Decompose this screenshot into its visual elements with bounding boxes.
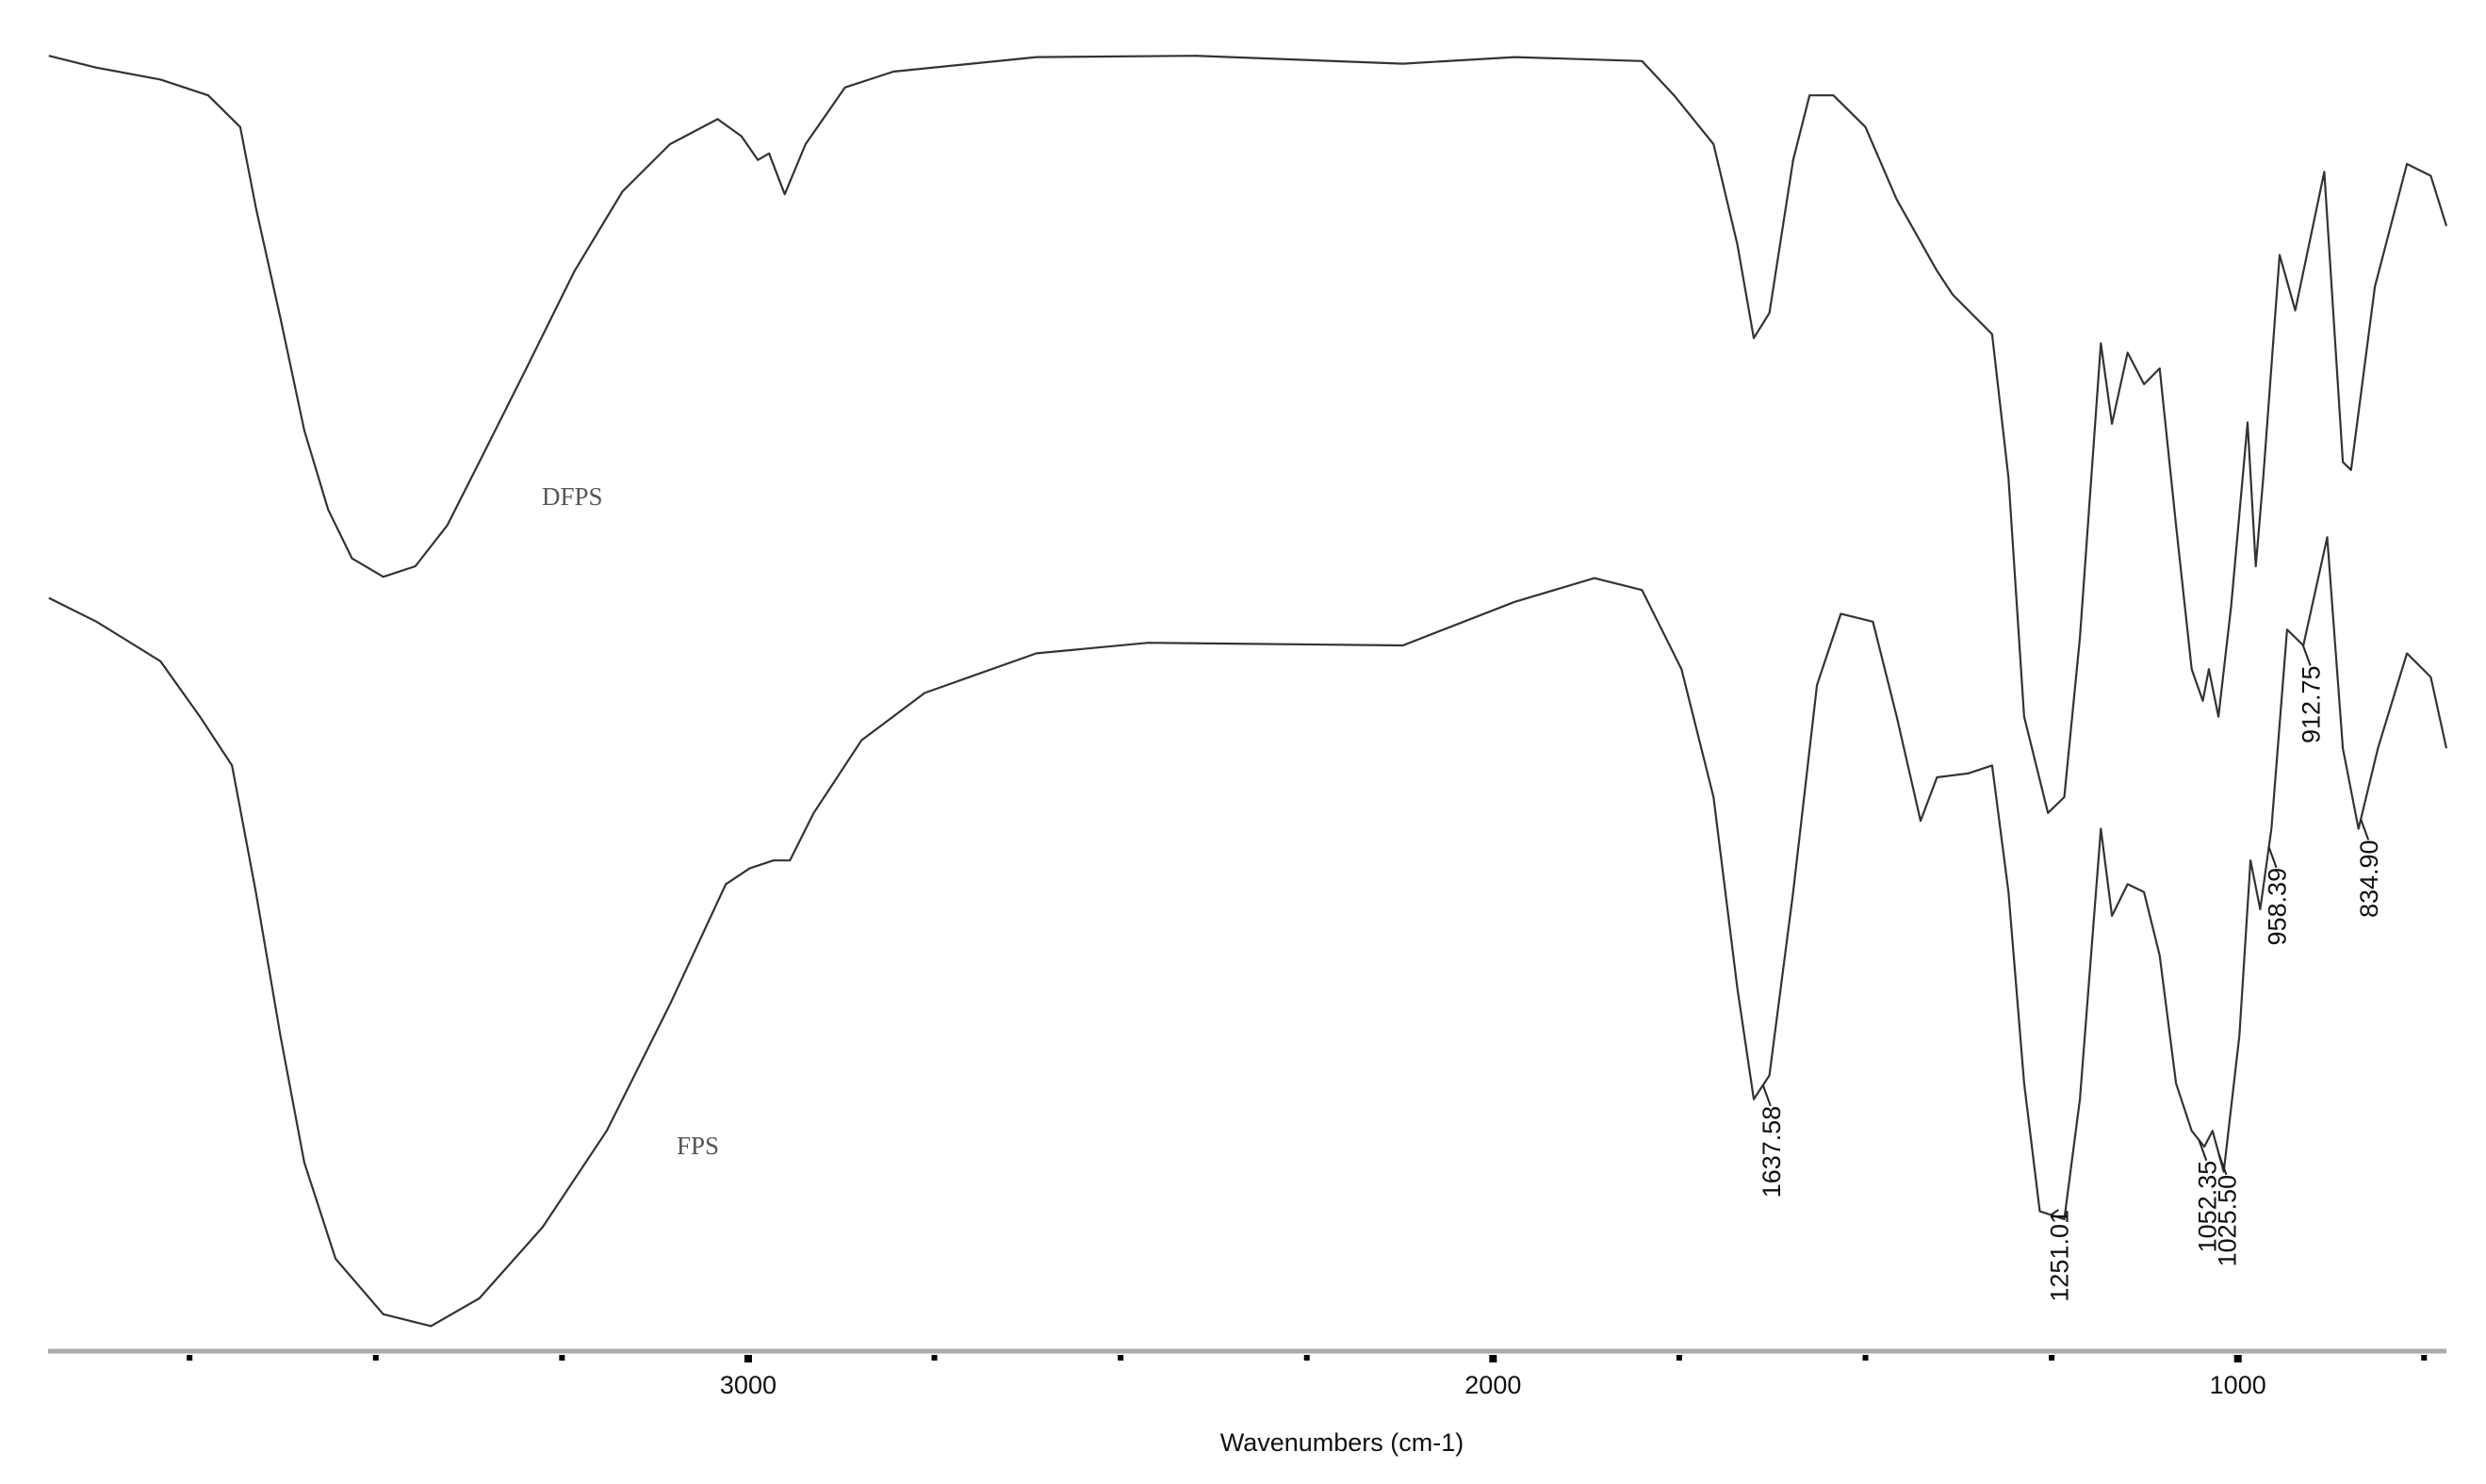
peak-label: 1637.58 [1758, 1106, 1786, 1199]
peak-leader [2360, 819, 2370, 840]
x-minor-tick [559, 1355, 565, 1361]
series-label: FPS [677, 1132, 719, 1160]
x-minor-tick [187, 1355, 193, 1361]
peak-leader [2267, 846, 2278, 869]
x-minor-tick [1118, 1355, 1124, 1361]
peak-leader [2217, 1153, 2228, 1176]
peak-label: 912.75 [2298, 665, 2326, 743]
peak-leader [2198, 1139, 2208, 1162]
x-tick-label: 3000 [720, 1371, 777, 1399]
x-tick-label: 1000 [2210, 1371, 2266, 1399]
peak-label: 1052.35 [2193, 1161, 2221, 1253]
x-tick-label: 2000 [1464, 1371, 1521, 1399]
x-minor-tick [1303, 1355, 1310, 1361]
x-minor-tick [1676, 1355, 1682, 1361]
spectrum-line [48, 55, 2448, 814]
spectrum-line [48, 536, 2448, 1328]
peak-leader [2050, 1209, 2059, 1216]
series-label: DFPS [542, 482, 603, 511]
peak-leader [1761, 1084, 1772, 1107]
x-minor-tick [931, 1355, 938, 1361]
x-minor-tick [1862, 1355, 1869, 1361]
peak-label: 834.90 [2355, 840, 2383, 918]
peak-label: 1025.50 [2214, 1175, 2242, 1267]
x-axis-title: Wavenumbers (cm-1) [1220, 1428, 1464, 1457]
x-minor-tick [372, 1355, 379, 1361]
peak-label: 958.39 [2264, 868, 2292, 946]
peak-label: 1251.01 [2045, 1210, 2073, 1302]
x-tick [744, 1355, 752, 1362]
peak-leader [2301, 644, 2312, 666]
x-minor-tick [2421, 1355, 2428, 1361]
x-tick [1489, 1355, 1497, 1362]
x-minor-tick [2049, 1355, 2055, 1361]
x-tick [2233, 1355, 2242, 1362]
